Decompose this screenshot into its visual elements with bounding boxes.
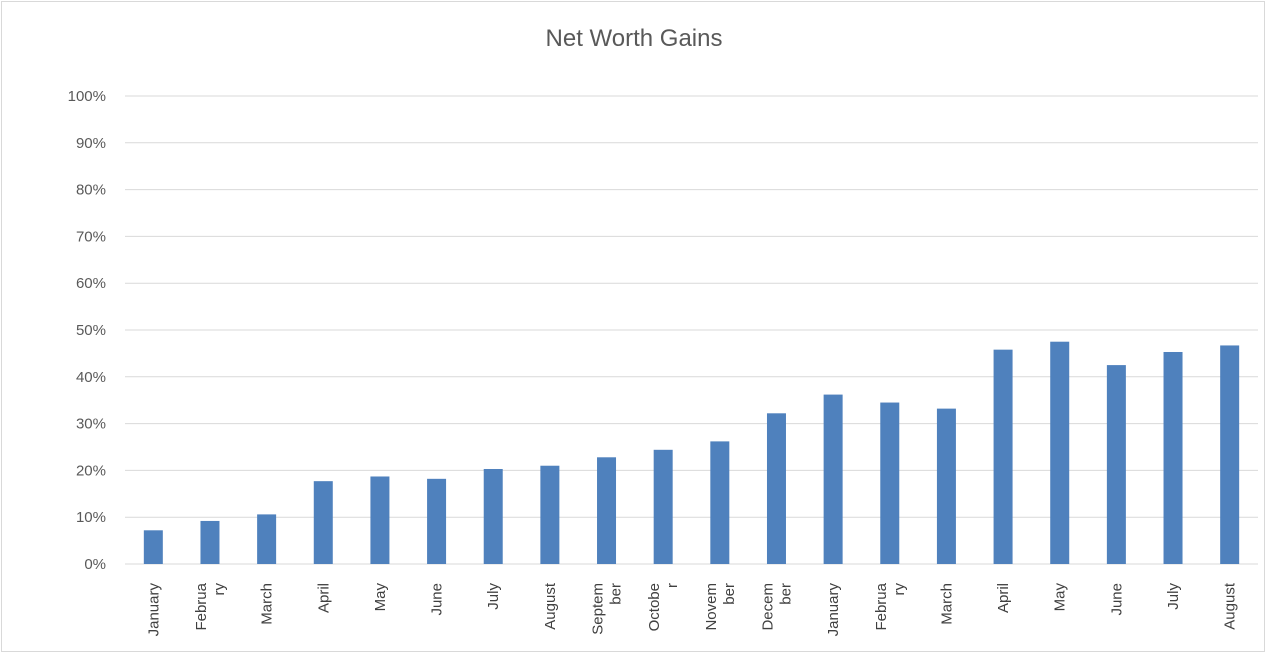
x-axis-labels: January Februa ry March April May June July Augu… (145, 582, 1238, 636)
x-tick-label: July (485, 583, 502, 610)
bar (993, 349, 1013, 564)
x-tick-label: April (315, 583, 332, 613)
x-tick-label: August (1222, 582, 1239, 630)
bar (653, 449, 673, 564)
y-tick-label: 100% (68, 88, 106, 105)
bar (1106, 365, 1126, 564)
bar (483, 468, 503, 564)
x-tick-label: Novem (703, 583, 720, 631)
x-tick-label: Septem (590, 583, 607, 635)
gridlines (125, 95, 1258, 565)
bar (313, 481, 333, 564)
x-tick-label: June (429, 583, 446, 616)
x-tick-label: April (995, 583, 1012, 613)
bar (540, 465, 560, 564)
x-tick-label: ry (211, 583, 228, 596)
x-tick-label: ber (608, 583, 625, 605)
bar (936, 408, 956, 564)
chart-title: Net Worth Gains (546, 25, 723, 52)
y-tick-label: 20% (76, 462, 106, 479)
x-tick-label: ber (777, 583, 794, 605)
y-tick-label: 0% (84, 556, 106, 573)
bar (710, 441, 730, 564)
x-tick-label: March (259, 583, 276, 625)
x-tick-label: Octobe (646, 583, 663, 631)
x-tick-label: r (664, 583, 681, 588)
x-tick-label: Februa (873, 582, 890, 630)
bar (1163, 351, 1183, 564)
x-tick-label: January (825, 583, 842, 637)
bar (257, 514, 277, 564)
x-tick-label: May (1052, 583, 1069, 612)
x-tick-label: Februa (193, 582, 210, 630)
y-tick-label: 30% (76, 416, 106, 433)
x-tick-label: March (938, 583, 955, 625)
x-tick-label: Decem (759, 583, 776, 631)
bar (427, 478, 447, 564)
bar (143, 530, 163, 564)
x-tick-label: ry (891, 583, 908, 596)
bar (200, 520, 220, 564)
x-tick-label: ber (721, 583, 738, 605)
y-tick-label: 80% (76, 182, 106, 199)
y-tick-label: 40% (76, 369, 106, 386)
x-tick-label: August (542, 582, 559, 630)
y-tick-label: 50% (76, 322, 106, 339)
y-tick-label: 90% (76, 135, 106, 152)
bars (143, 341, 1240, 564)
y-axis-ticks: 0% 10% 20% 30% 40% 50% 60% 70% 80% 90% 100% (68, 88, 106, 573)
y-tick-label: 60% (76, 275, 106, 292)
bar (370, 476, 390, 564)
bar (1050, 341, 1070, 564)
x-tick-label: May (372, 583, 389, 612)
bar (880, 402, 900, 564)
y-tick-label: 10% (76, 509, 106, 526)
y-tick-label: 70% (76, 228, 106, 245)
bar (766, 413, 786, 564)
x-tick-label: July (1165, 583, 1182, 610)
bar (823, 394, 843, 564)
x-tick-label: June (1108, 583, 1125, 616)
bar (1220, 345, 1240, 564)
x-tick-label: January (145, 583, 162, 637)
bar (597, 457, 617, 564)
